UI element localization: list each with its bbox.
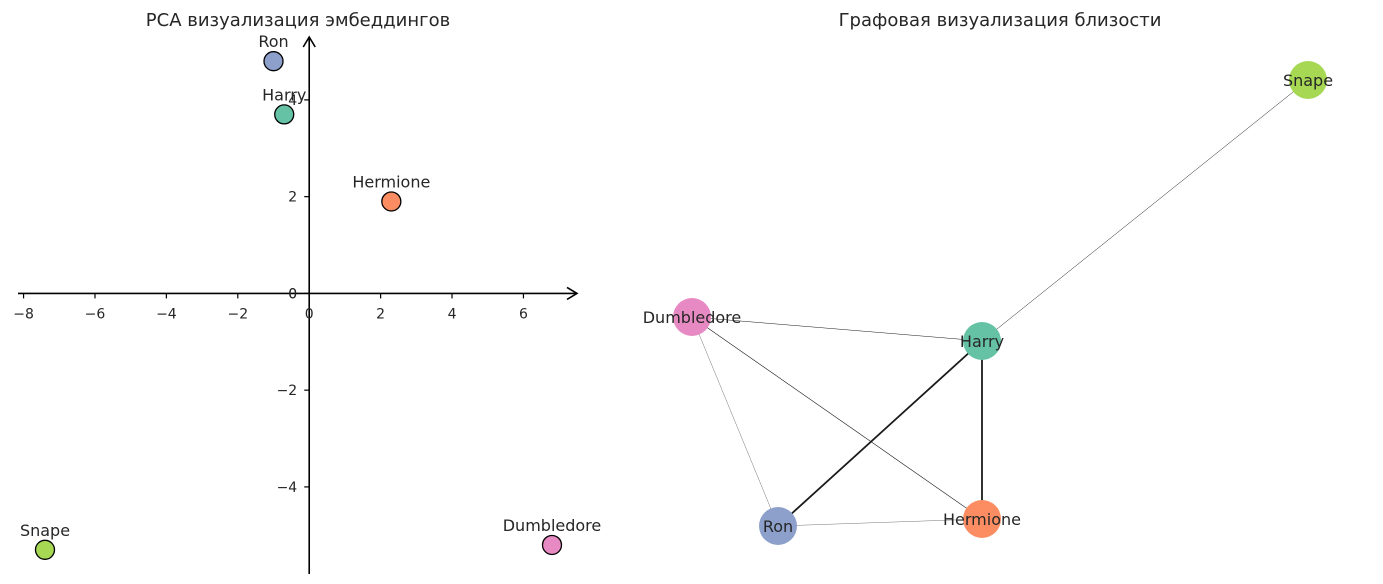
x-tick-label: −2 [227, 306, 248, 322]
scatter-point [274, 104, 295, 125]
scatter-point [541, 534, 563, 556]
graph-chart-title: Графовая визуализация близости [839, 10, 1162, 31]
proximity-graph: Snape Dumbledore Harry Ron Hermione [643, 61, 1333, 545]
pca-scatter-plot: −8 −6 −4 −2 0 2 4 6−4−20240RonHarryHermioneSnap… [13, 32, 601, 574]
y-tick-label: 4 [288, 93, 297, 109]
x-tick-label: 2 [376, 306, 385, 322]
scatter-point [263, 51, 284, 72]
point-label: Snape [20, 521, 70, 540]
y-tick-label: 0 [288, 286, 297, 302]
y-tick-label: 0 [288, 286, 297, 302]
x-tick-label: 6 [519, 306, 528, 322]
graph-node [963, 322, 1001, 360]
node-label: Dumbledore [643, 308, 742, 327]
point-label: Dumbledore [503, 516, 602, 535]
x-tick-label: −4 [156, 306, 177, 322]
point-label: Ron [258, 32, 288, 51]
y-tick-label: −4 [277, 480, 298, 496]
node-label: Harry [960, 332, 1004, 351]
graph-edge [691, 316, 983, 342]
point-label: Harry [262, 85, 306, 104]
scatter-point [381, 191, 402, 212]
graph-edge [691, 316, 983, 520]
graph-edge [777, 340, 983, 527]
y-axis-arrow [302, 35, 316, 48]
graph-node [759, 507, 797, 545]
graph-edge [981, 79, 1309, 342]
x-tick-label: −8 [13, 306, 34, 322]
pca-chart-title: PCA визуализация эмбеддингов [146, 10, 450, 31]
x-axis-arrow [566, 286, 579, 301]
x-tick-label: 4 [448, 306, 457, 322]
graph-node [1289, 61, 1327, 99]
scatter-point [34, 539, 56, 560]
node-label: Hermione [943, 510, 1021, 529]
x-tick-label: 0 [305, 306, 314, 322]
node-label: Ron [763, 517, 793, 536]
node-label: Snape [1283, 71, 1333, 90]
y-tick-label: −2 [277, 383, 298, 399]
graph-node [673, 298, 711, 336]
x-tick-label: −6 [85, 306, 106, 322]
y-tick-label: 2 [288, 190, 297, 206]
graph-edge [691, 316, 779, 527]
graph-node [963, 500, 1001, 538]
graph-edge [777, 518, 983, 527]
point-label: Hermione [352, 172, 430, 191]
